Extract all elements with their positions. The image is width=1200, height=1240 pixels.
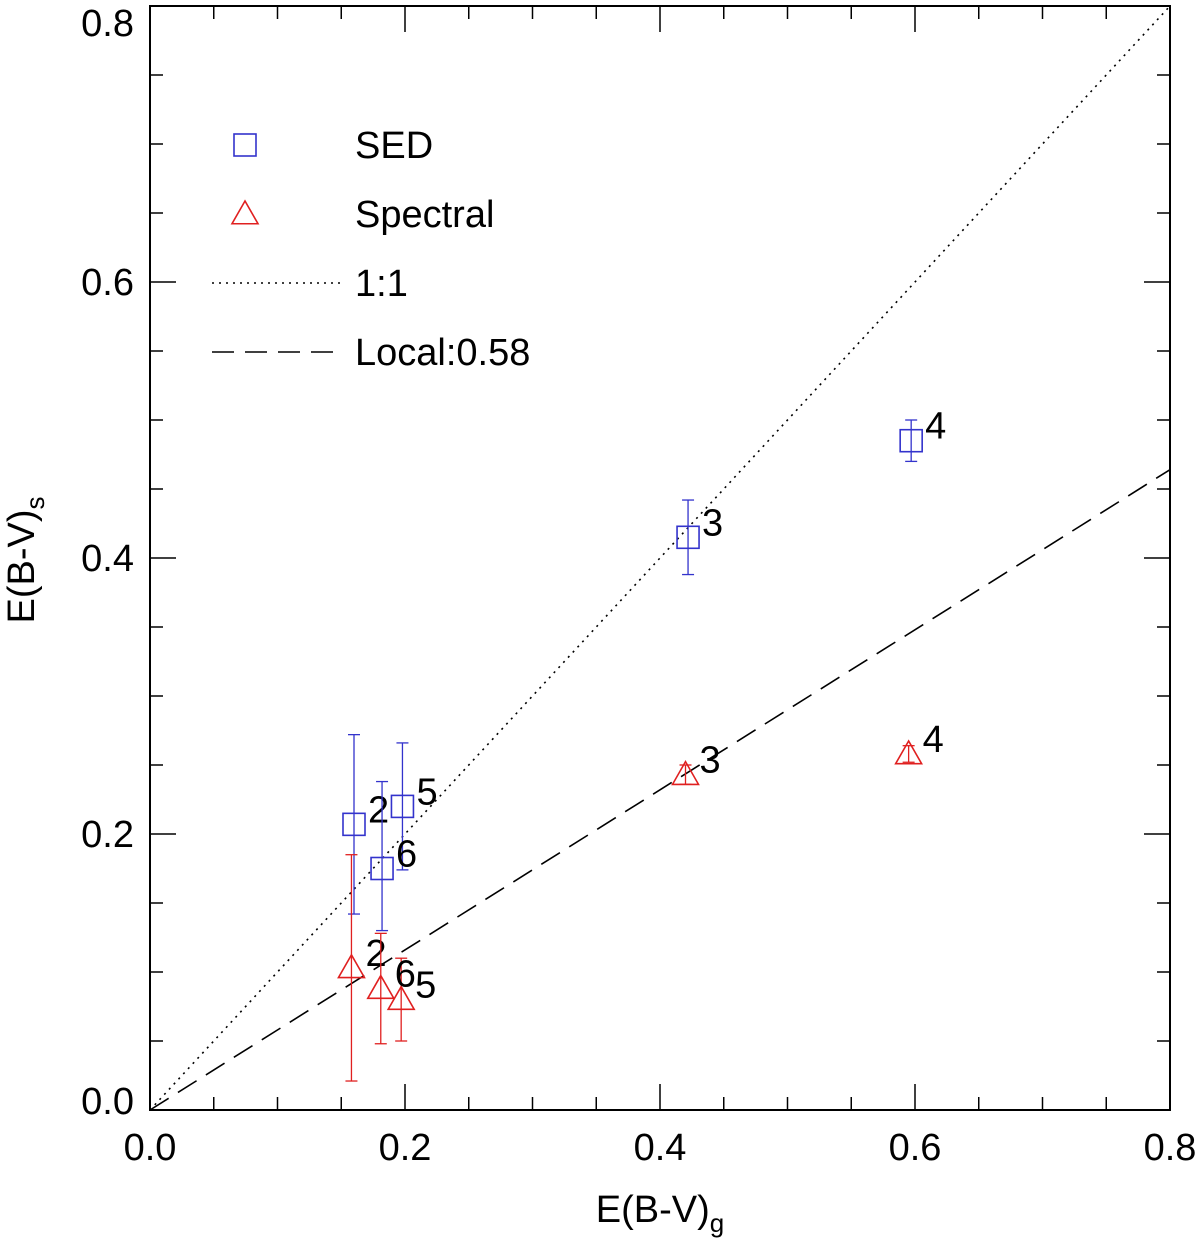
point-label: 2 xyxy=(365,933,386,975)
x-axis-label: E(B-V)g xyxy=(596,1189,724,1238)
point-label: 6 xyxy=(395,954,416,996)
point-label: 5 xyxy=(415,965,436,1007)
y-tick-label: 0.8 xyxy=(81,3,134,45)
point-label: 5 xyxy=(416,771,437,813)
spectral-series: 23 456 xyxy=(337,719,944,1082)
legend-label: 1:1 xyxy=(355,263,408,305)
x-tick-label: 0.4 xyxy=(634,1127,687,1169)
legend-sed-marker xyxy=(233,133,257,157)
point-label: 3 xyxy=(700,740,721,782)
point-label: 2 xyxy=(368,789,389,831)
axis-labels: E(B-V)g E(B-V)s xyxy=(1,497,724,1239)
x-tick-label: 0.0 xyxy=(124,1127,177,1169)
axis-ticks: 0.0 0.2 0.4 0.6 0.8 0.0 0.2 0.4 0.6 0.8 xyxy=(81,3,1196,1169)
x-tick-label: 0.6 xyxy=(889,1127,942,1169)
data-point-square xyxy=(390,794,415,819)
data-point-triangle xyxy=(386,984,416,1011)
y-tick-label: 0.0 xyxy=(81,1081,134,1123)
point-label: 4 xyxy=(925,406,946,448)
data-point-triangle xyxy=(337,953,366,979)
legend-label: SED xyxy=(355,125,433,167)
point-label: 3 xyxy=(702,502,723,544)
data-point-square xyxy=(676,525,700,550)
y-tick-label: 0.4 xyxy=(81,538,134,580)
legend: SED Spectral 1:1 Local:0.58 xyxy=(212,125,530,374)
point-label: 6 xyxy=(396,834,417,876)
data-point-square xyxy=(899,428,923,453)
data-point-square xyxy=(370,856,394,881)
y-axis-label: E(B-V)s xyxy=(1,497,50,624)
data-point-triangle xyxy=(671,760,700,786)
legend-label: Spectral xyxy=(355,194,494,236)
x-axis-label-subscript: g xyxy=(710,1208,724,1238)
x-tick-label: 0.2 xyxy=(379,1127,432,1169)
x-tick-label: 0.8 xyxy=(1144,1127,1197,1169)
reference-lines xyxy=(149,5,1171,1111)
data-point-triangle xyxy=(366,973,396,1000)
one-to-one-line xyxy=(149,5,1171,1111)
legend-label: Local:0.58 xyxy=(355,332,530,374)
data-point-square xyxy=(342,812,366,837)
local-ratio-line xyxy=(149,469,1171,1111)
sed-series: 2 3 4 5 6 xyxy=(342,406,946,932)
y-tick-label: 0.6 xyxy=(81,262,134,304)
y-axis-label-subscript: s xyxy=(20,497,50,510)
point-label: 4 xyxy=(923,719,944,761)
y-tick-label: 0.2 xyxy=(81,814,134,856)
data-point-triangle xyxy=(894,739,924,765)
legend-spectral-marker xyxy=(230,199,260,225)
